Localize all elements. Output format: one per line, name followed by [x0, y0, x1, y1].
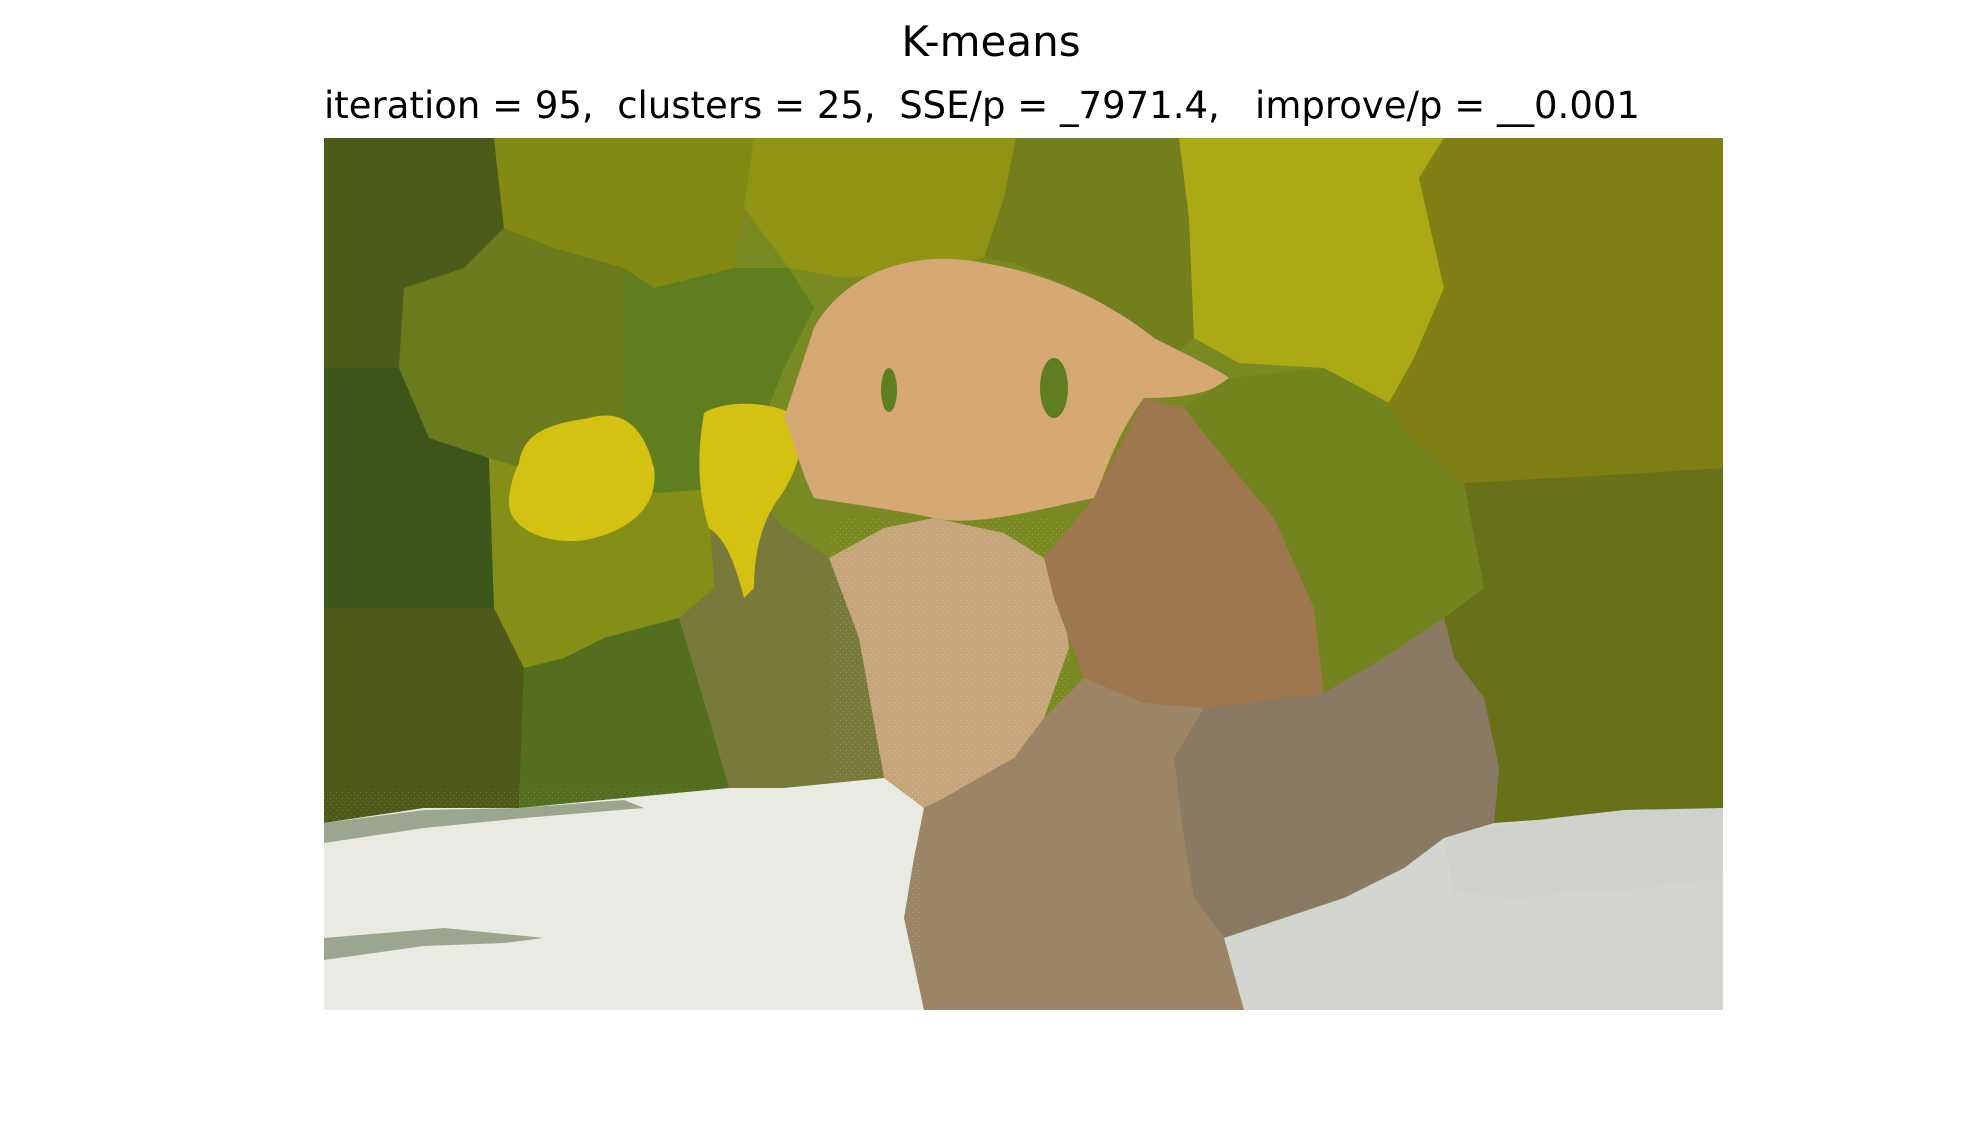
region-far-right — [1389, 138, 1723, 483]
region-top-mid — [744, 138, 1016, 278]
region-top-left — [324, 138, 504, 368]
region-grey-brown — [1174, 618, 1499, 938]
region-right-green — [1184, 368, 1484, 693]
region-brown — [1044, 398, 1324, 708]
segmented-image — [324, 138, 1723, 1010]
region-right-lower-olive — [1444, 468, 1723, 823]
region-tan-head — [784, 258, 1229, 521]
figure-subtitle: iteration = 95, clusters = 25, SSE/p = _… — [324, 84, 1640, 127]
region-top-center-right — [984, 138, 1194, 368]
region-top-mid-left — [494, 138, 754, 288]
region-yellow-blob-right — [699, 403, 803, 598]
region-bottom-right-grey-upper — [1444, 808, 1723, 898]
region-head-hole-left — [881, 368, 897, 412]
region-taupe — [904, 678, 1244, 1010]
region-top-right-yellow — [1179, 138, 1444, 403]
region-left-dark-green — [324, 368, 494, 608]
region-leaf-green — [624, 268, 814, 493]
figure-title: K-means — [901, 17, 1081, 66]
region-sage-streak-bottom — [324, 928, 544, 960]
segmentation-map — [324, 138, 1723, 1010]
region-lower-green — [519, 618, 729, 808]
region-bottom-left-olive — [324, 608, 524, 823]
region-head-hole-right — [1040, 358, 1068, 418]
region-sage-streak-top — [324, 800, 644, 843]
region-yellow-blob-left — [509, 415, 655, 542]
